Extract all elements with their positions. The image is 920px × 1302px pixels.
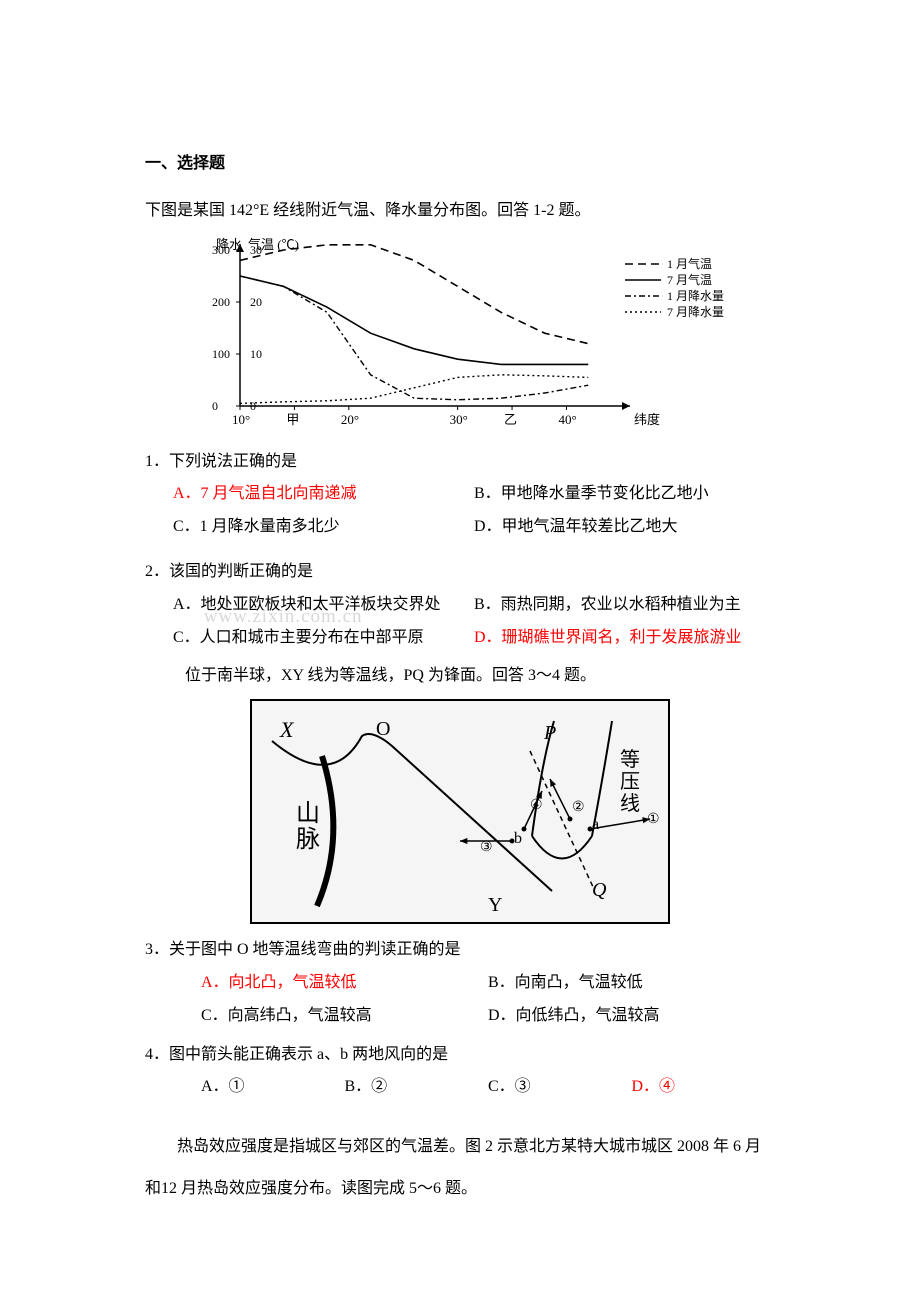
figure-isotherm-front: X O 山脉 Y P Q 等压线 a b ① ② ③ ④ [250, 699, 670, 924]
svg-text:1 月气温: 1 月气温 [667, 256, 712, 271]
q1-option-d: D．甲地气温年较差比乙地大 [474, 513, 775, 542]
section-title: 一、选择题 [145, 150, 775, 179]
q2-option-c: C．人口和城市主要分布在中部平原 www.zixin.com.cn [173, 624, 474, 653]
svg-text:0: 0 [212, 399, 218, 413]
chart-temp-precip: 0010010200203003010°甲20°30°乙40°降水气温 (℃)纬… [180, 236, 740, 436]
svg-text:④: ④ [530, 798, 543, 813]
svg-text:②: ② [572, 800, 585, 815]
q4-options: A．① B．② C．③ D．④ [145, 1073, 775, 1106]
svg-text:山: 山 [296, 800, 320, 827]
svg-text:20: 20 [250, 295, 262, 309]
svg-text:200: 200 [212, 295, 230, 309]
q4-option-a: A．① [201, 1073, 345, 1102]
q3-option-c: C．向高纬凸，气温较高 [201, 1002, 488, 1031]
svg-text:纬度: 纬度 [634, 412, 660, 427]
svg-text:线: 线 [620, 792, 640, 815]
svg-text:甲: 甲 [286, 412, 299, 427]
svg-text:30°: 30° [450, 412, 468, 427]
svg-text:b: b [514, 830, 522, 847]
q3-option-d: D．向低纬凸，气温较高 [488, 1002, 775, 1031]
watermark-text: www.zixin.com.cn [204, 600, 363, 634]
svg-text:③: ③ [480, 840, 493, 855]
svg-text:X: X [279, 717, 295, 742]
q2-stem: 2．该国的判断正确的是 [145, 558, 775, 587]
svg-text:20°: 20° [341, 412, 359, 427]
svg-text:10: 10 [250, 347, 262, 361]
q3-options: A．向北凸，气温较低 B．向南凸，气温较低 C．向高纬凸，气温较高 D．向低纬凸… [145, 969, 775, 1035]
q1-option-a: A．7 月气温自北向南递减 [173, 480, 474, 509]
intro-q1-2: 下图是某国 142°E 经线附近气温、降水量分布图。回答 1-2 题。 [145, 197, 775, 226]
svg-text:脉: 脉 [296, 826, 320, 853]
svg-text:乙: 乙 [504, 412, 517, 427]
intro-q5-6: 热岛效应强度是指城区与郊区的气温差。图 2 示意北方某特大城市城区 2008 年… [145, 1126, 775, 1209]
svg-text:①: ① [647, 812, 660, 827]
svg-text:100: 100 [212, 347, 230, 361]
q1-option-c: C．1 月降水量南多北少 [173, 513, 474, 542]
svg-text:P: P [543, 722, 556, 744]
svg-text:压: 压 [620, 771, 640, 793]
q2-options: A．地处亚欧板块和太平洋板块交界处 B．雨热同期，农业以水稻种植业为主 C．人口… [145, 591, 775, 657]
q4-option-b: B．② [345, 1073, 489, 1102]
q1-stem: 1．下列说法正确的是 [145, 448, 775, 477]
q1-option-b: B．甲地降水量季节变化比乙地小 [474, 480, 775, 509]
svg-text:Q: Q [592, 879, 607, 901]
svg-text:7 月气温: 7 月气温 [667, 272, 712, 287]
q1-options: A．7 月气温自北向南递减 B．甲地降水量季节变化比乙地小 C．1 月降水量南多… [145, 480, 775, 546]
q3-stem: 3．关于图中 O 地等温线弯曲的判读正确的是 [145, 936, 775, 965]
svg-text:等: 等 [620, 748, 640, 771]
q2-option-d: D．珊瑚礁世界闻名，利于发展旅游业 [474, 624, 775, 653]
svg-text:0: 0 [250, 399, 256, 413]
q2-option-b: B．雨热同期，农业以水稻种植业为主 [474, 591, 775, 620]
intro-q3-4: 位于南半球，XY 线为等温线，PQ 为锋面。回答 3～4 题。 [145, 662, 775, 691]
svg-text:降水: 降水 [216, 237, 242, 252]
q3-option-b: B．向南凸，气温较低 [488, 969, 775, 998]
q3-option-a: A．向北凸，气温较低 [201, 969, 488, 998]
svg-text:Y: Y [488, 894, 502, 916]
q4-stem: 4．图中箭头能正确表示 a、b 两地风向的是 [145, 1041, 775, 1070]
svg-text:O: O [376, 718, 390, 740]
svg-text:1 月降水量: 1 月降水量 [667, 289, 724, 303]
q4-option-d: D．④ [632, 1073, 776, 1102]
svg-text:7 月降水量: 7 月降水量 [667, 305, 724, 319]
q4-option-c: C．③ [488, 1073, 632, 1102]
svg-text:40°: 40° [558, 412, 576, 427]
svg-text:a: a [592, 816, 599, 833]
svg-text:10°: 10° [232, 412, 250, 427]
